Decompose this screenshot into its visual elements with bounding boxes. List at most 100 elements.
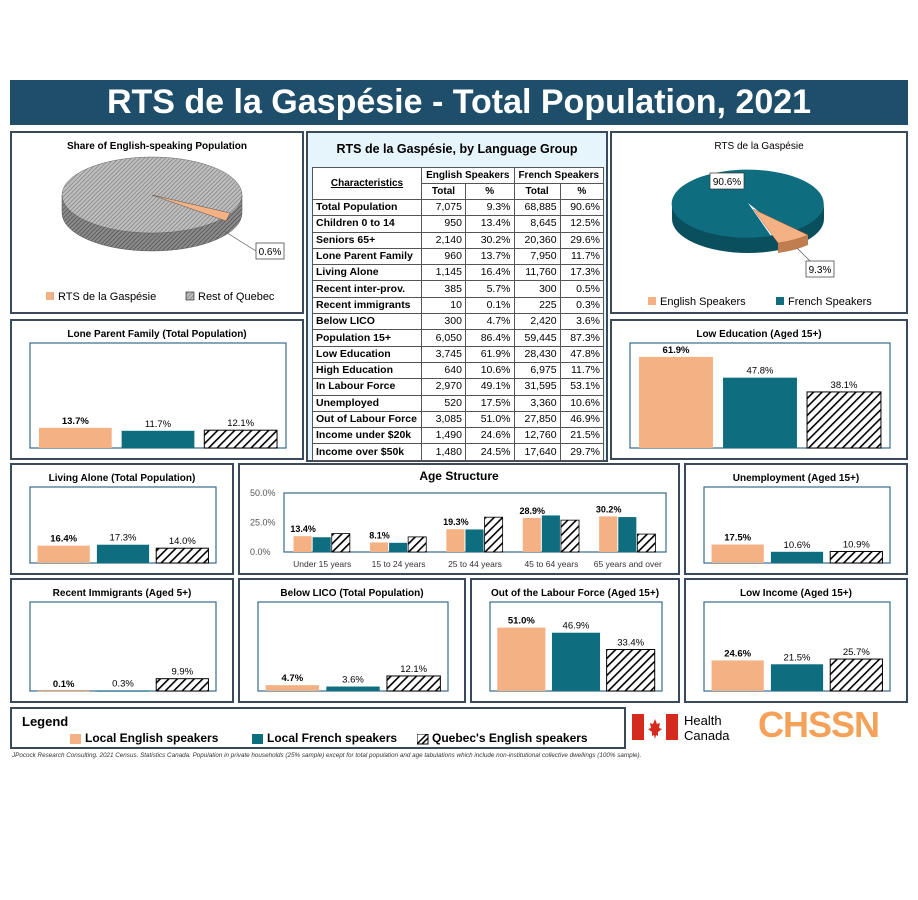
bar: [326, 686, 380, 691]
age-bar: [331, 533, 351, 553]
pie-right-label-french: 90.6%: [713, 177, 741, 188]
bar-chart: 4.7% 3.6% 12.1%: [257, 601, 449, 692]
age-bar: [465, 529, 484, 552]
table-header-characteristics: Characteristics: [312, 167, 422, 200]
table-cell: 53.1%: [559, 378, 605, 396]
bar: [806, 391, 882, 449]
pie-right-french-slice: [671, 169, 824, 238]
table-cell: 21.5%: [559, 427, 605, 445]
table-row: Income over $50k 1,480 24.5% 17,640 29.7%: [312, 443, 605, 461]
bar-panel-title: Unemployment (Aged 15+): [732, 473, 860, 484]
age-data-label: 28.9%: [520, 506, 546, 516]
pie-right-legend-english: English Speakers: [660, 296, 746, 308]
table-cell: 49.1%: [464, 378, 515, 396]
table-cell: 51.0%: [464, 410, 515, 429]
table-row-label: Seniors 65+: [312, 231, 422, 249]
age-tick-label: 50.0%: [250, 488, 276, 498]
data-label: 25.7%: [843, 647, 870, 658]
data-label: 17.3%: [110, 533, 137, 544]
age-data-label: 19.3%: [443, 517, 469, 527]
age-data-label: 8.1%: [369, 530, 390, 540]
pie-right-english-side: [778, 235, 808, 253]
table-header-french-pct: %: [559, 183, 605, 200]
pie-left-label-box: [255, 242, 285, 260]
bar: [38, 427, 112, 448]
pie-right-leader: [796, 247, 811, 262]
table-row: Seniors 65+ 2,140 30.2% 20,360 29.6%: [312, 231, 605, 249]
age-bar: [446, 529, 465, 552]
table-row-label: High Education: [312, 361, 422, 380]
table-row-label: Recent immigrants: [312, 296, 422, 315]
age-bar: [560, 519, 580, 553]
bar-panel: Living Alone (Total Population) 16.4% 17.3…: [10, 463, 234, 575]
table-row: Living Alone 1,145 16.4% 11,760 17.3%: [312, 264, 605, 282]
bar: [723, 377, 797, 448]
table-cell: 13.4%: [464, 215, 515, 233]
table-cell: 20,360: [513, 231, 561, 249]
pie-right-label-french-box: [709, 172, 745, 190]
bar: [770, 664, 824, 691]
age-category-label: 25 to 44 years: [448, 559, 502, 569]
table-cell: 3.6%: [559, 313, 605, 331]
bar: [606, 648, 656, 692]
table-cell: 3,360: [513, 394, 561, 412]
language-table-panel: RTS de la Gaspésie, by Language Group Ch…: [306, 131, 608, 462]
legend-quebec-label: Quebec's English speakers: [432, 731, 588, 745]
table-cell: 30.2%: [464, 231, 515, 249]
age-structure-panel: Age Structure 50.0% 25.0% 0.0% 13.4% Under 1…: [238, 463, 680, 575]
table-row: Out of Labour Force 3,085 51.0% 27,850 46.9%: [312, 410, 605, 429]
data-label: 10.6%: [784, 540, 811, 551]
table-cell: 11,760: [513, 264, 561, 282]
table-row: Children 0 to 14 950 13.4% 8,645 12.5%: [312, 215, 605, 233]
data-label: 4.7%: [282, 673, 304, 684]
table-cell: 59,445: [513, 329, 561, 347]
table-cell: 8,645: [513, 215, 561, 233]
bar-panel-title: Below LICO (Total Population): [280, 588, 424, 599]
bar: [37, 690, 90, 692]
table-cell: 3,085: [421, 410, 466, 429]
table-title: RTS de la Gaspésie, by Language Group: [336, 142, 578, 156]
table-cell: 29.6%: [559, 231, 605, 249]
bar: [386, 675, 441, 692]
age-bar: [389, 542, 408, 552]
table-cell: 6,050: [421, 329, 466, 347]
table-cell: 2,420: [513, 313, 561, 331]
table-cell: 950: [421, 215, 466, 233]
data-label: 11.7%: [145, 419, 172, 430]
age-tick-label: 0.0%: [250, 547, 271, 557]
table-header-english-pct: %: [464, 183, 515, 200]
pie-left-legend-rest-swatch: [185, 291, 195, 301]
age-category-label: 65 years and over: [594, 559, 662, 569]
table-header-english: English Speakers: [421, 167, 515, 184]
table-cell: 90.6%: [559, 198, 605, 217]
footnote: JPocock Research Consulting. 2021 Census…: [12, 752, 642, 759]
table-cell: 16.4%: [464, 264, 515, 282]
table-cell: 10.6%: [464, 361, 515, 380]
pie-left-title: Share of English-speaking Population: [66, 141, 248, 152]
table-row-label: Total Population: [312, 198, 422, 217]
language-table: Characteristics English Speakers French …: [312, 167, 605, 461]
pie-right-legend-french-swatch: [776, 297, 784, 305]
table-body: Total Population 7,075 9.3% 68,885 90.6% Chil…: [312, 198, 605, 461]
bar: [203, 429, 278, 449]
table-cell: 46.9%: [559, 410, 605, 429]
table-cell: 0.5%: [559, 280, 605, 298]
bar: [829, 550, 883, 564]
legend-french-swatch: [252, 734, 263, 744]
table-cell: 0.1%: [464, 296, 515, 315]
bar-chart: 61.9% 47.8% 38.1%: [629, 342, 891, 449]
pie-right-legend-english-swatch: [648, 297, 656, 305]
pie-left-english-slice: [151, 194, 231, 222]
legend-french-label: Local French speakers: [267, 731, 398, 745]
age-bar: [618, 517, 637, 552]
bar-panel-title: Recent Immigrants (Aged 5+): [52, 588, 192, 599]
bar-panel: Unemployment (Aged 15+) 17.5% 10.6% 10.9%: [684, 463, 908, 575]
bar-panel: Below LICO (Total Population) 4.7% 3.6% 12.…: [238, 578, 466, 703]
bar-chart: 16.4% 17.3% 14.0%: [29, 486, 217, 564]
data-label: 38.1%: [831, 380, 858, 391]
age-bar: [407, 536, 427, 553]
legend-quebec-swatch: [417, 734, 429, 745]
age-bar: [312, 537, 331, 552]
age-category-label: 15 to 24 years: [372, 559, 426, 569]
chssn-logo: CHSSN: [758, 704, 880, 745]
